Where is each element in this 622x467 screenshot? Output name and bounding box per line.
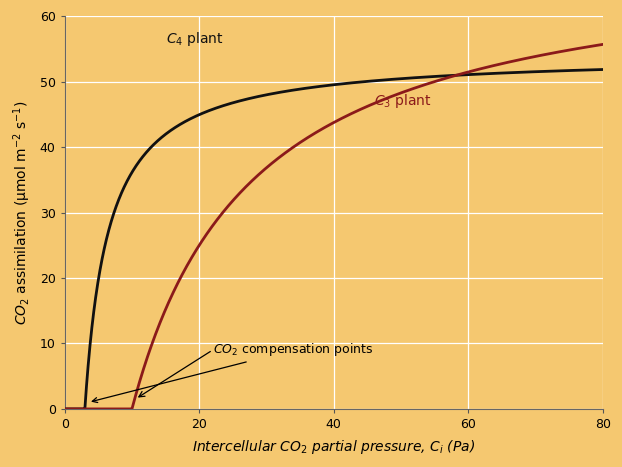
Text: $C_3$ plant: $C_3$ plant <box>374 92 432 110</box>
Text: $CO_2$ compensation points: $CO_2$ compensation points <box>92 341 373 403</box>
Text: $C_4$ plant: $C_4$ plant <box>165 30 223 48</box>
X-axis label: Intercellular $CO_2$ partial pressure, $C_i$ (Pa): Intercellular $CO_2$ partial pressure, $… <box>192 438 475 456</box>
Y-axis label: $CO_2$ assimilation (µmol m$^{-2}$ s$^{-1}$): $CO_2$ assimilation (µmol m$^{-2}$ s$^{-… <box>11 100 33 325</box>
